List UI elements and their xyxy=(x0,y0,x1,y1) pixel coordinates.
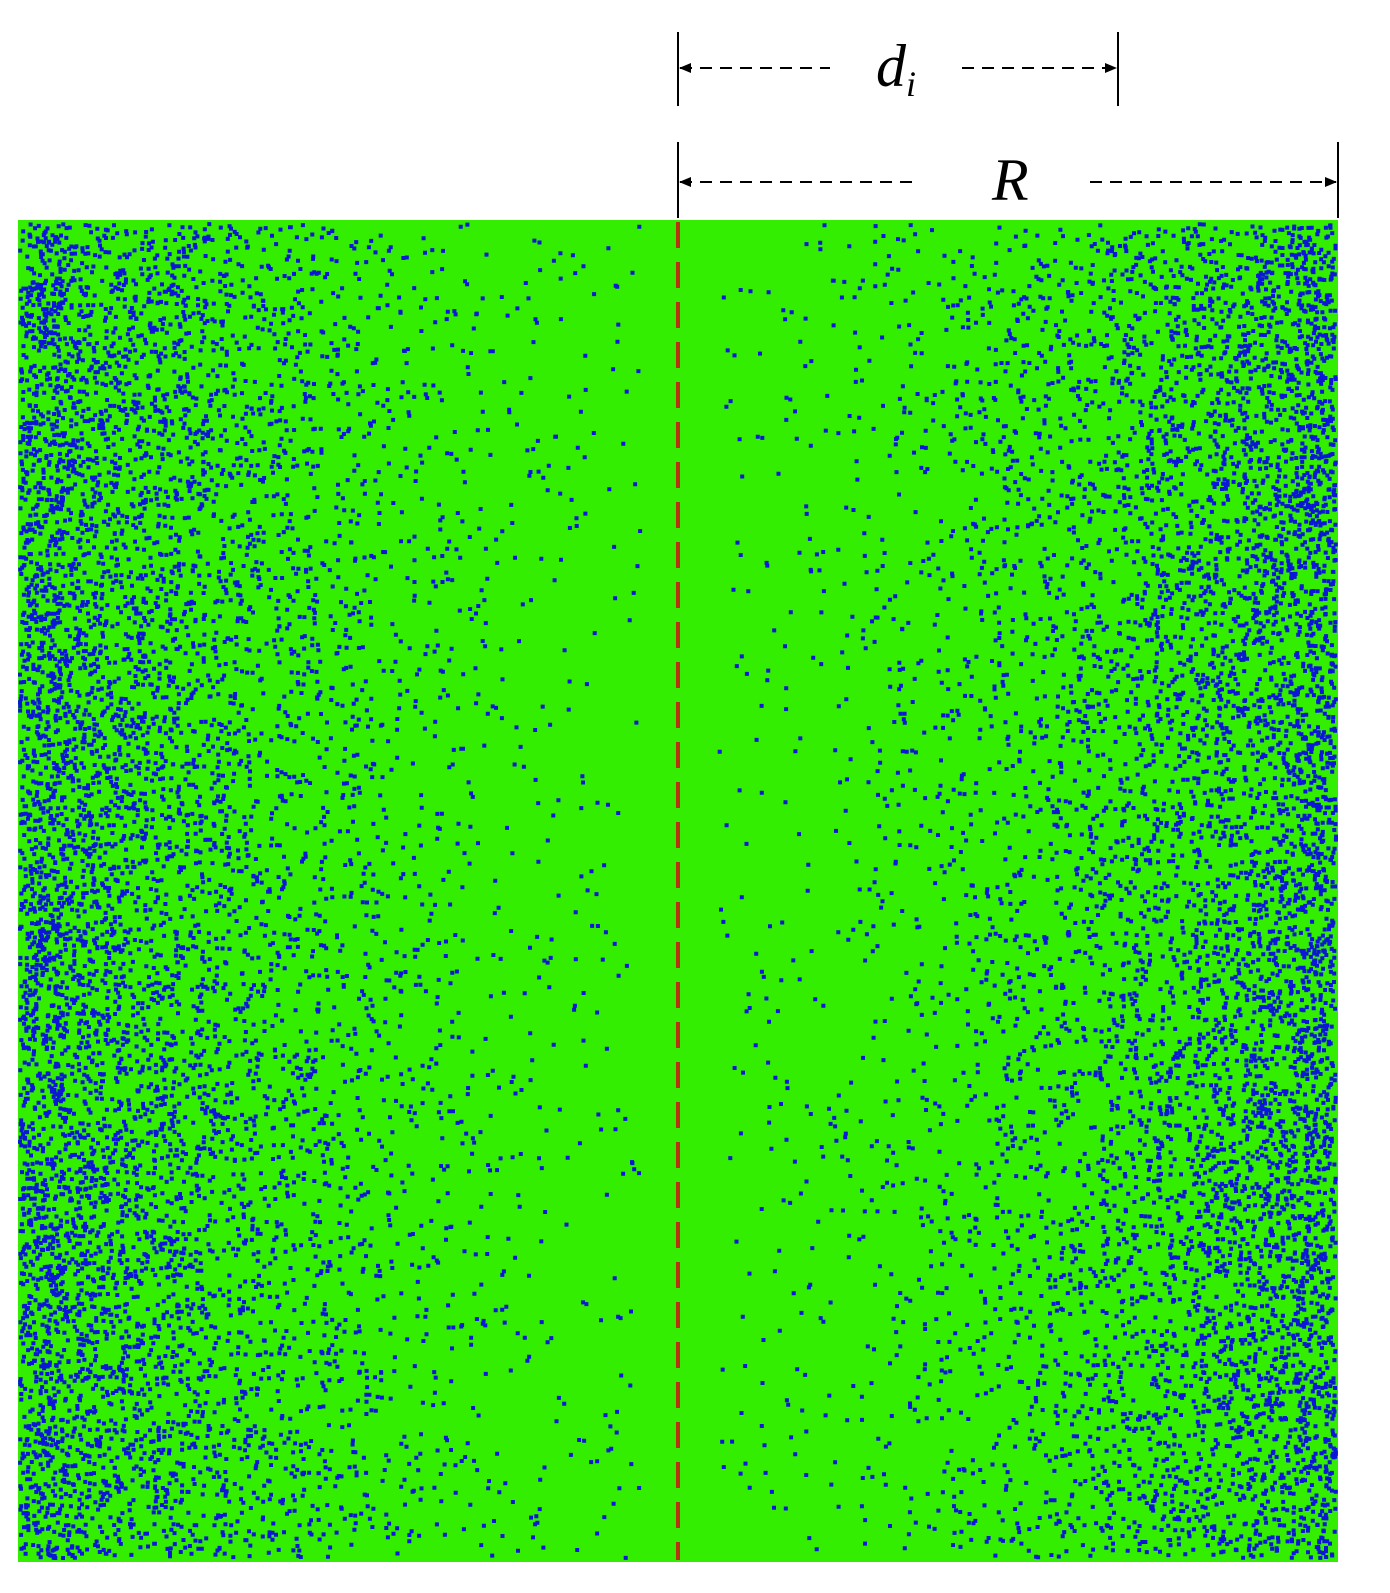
label-di: di xyxy=(876,33,916,104)
label-R: R xyxy=(991,147,1029,213)
label-subscript: i xyxy=(906,64,916,104)
label-d: d xyxy=(876,33,907,99)
dimension-di xyxy=(677,32,1119,106)
dimension-R xyxy=(677,142,1339,218)
particles xyxy=(18,222,1338,1561)
